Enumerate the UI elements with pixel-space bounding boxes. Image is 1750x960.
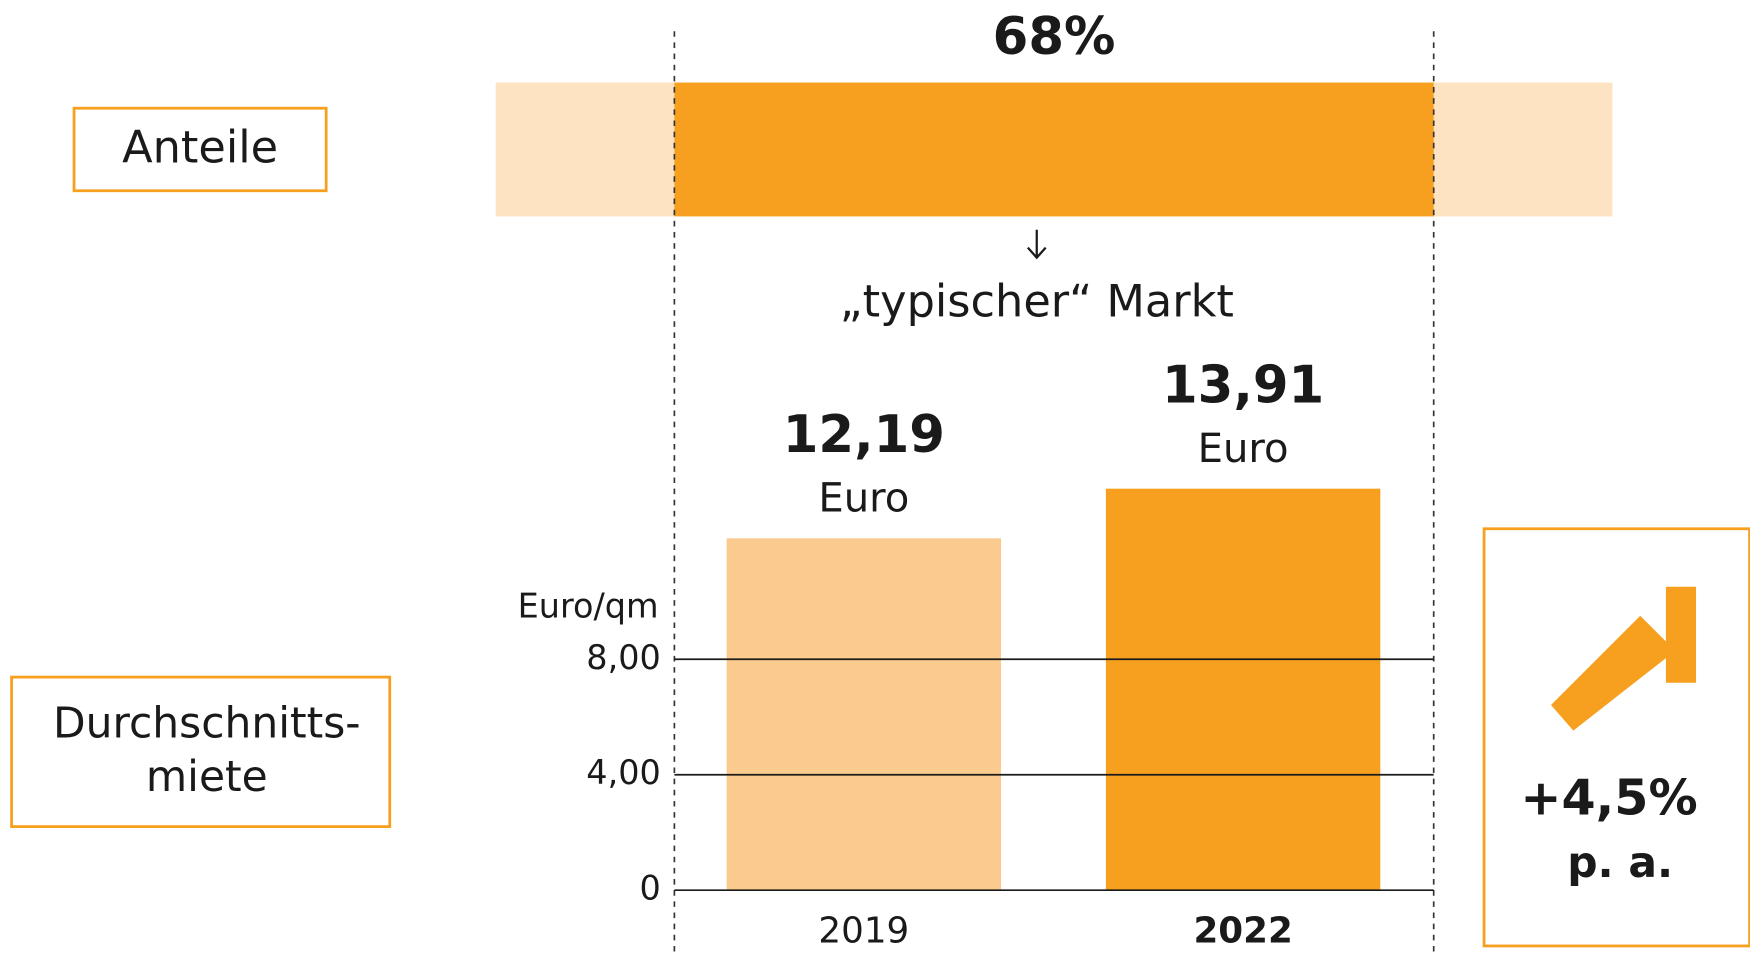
share-bar [674, 82, 1434, 217]
growth-arrow [1551, 586, 1697, 731]
y-tick-label: 8,00 [586, 638, 661, 677]
x-tick-label: 2019 [818, 911, 909, 952]
x-tick-label: 2022 [1193, 911, 1292, 952]
row-box [10, 675, 392, 828]
row-label: Anteile [122, 122, 278, 174]
value-label: 12,19 [783, 405, 945, 465]
annotation: „typischer“ Markt [840, 276, 1234, 328]
row-box [72, 106, 328, 193]
y-axis-label: Euro/qm [518, 586, 659, 625]
bar [726, 538, 1002, 891]
growth-sub: p. a. [1567, 838, 1673, 887]
share-label: 68% [993, 7, 1116, 67]
y-tick-label: 0 [640, 869, 661, 908]
value-label: 13,91 [1162, 355, 1324, 415]
value-unit: Euro [818, 475, 909, 521]
y-tick-label: 4,00 [586, 753, 661, 792]
bar [1105, 488, 1381, 891]
growth-label: +4,5% [1520, 768, 1697, 826]
row-label: miete [146, 752, 268, 801]
value-unit: Euro [1198, 426, 1289, 472]
down-arrow [1026, 229, 1047, 260]
row-label: Durchschnitts- [53, 699, 361, 748]
